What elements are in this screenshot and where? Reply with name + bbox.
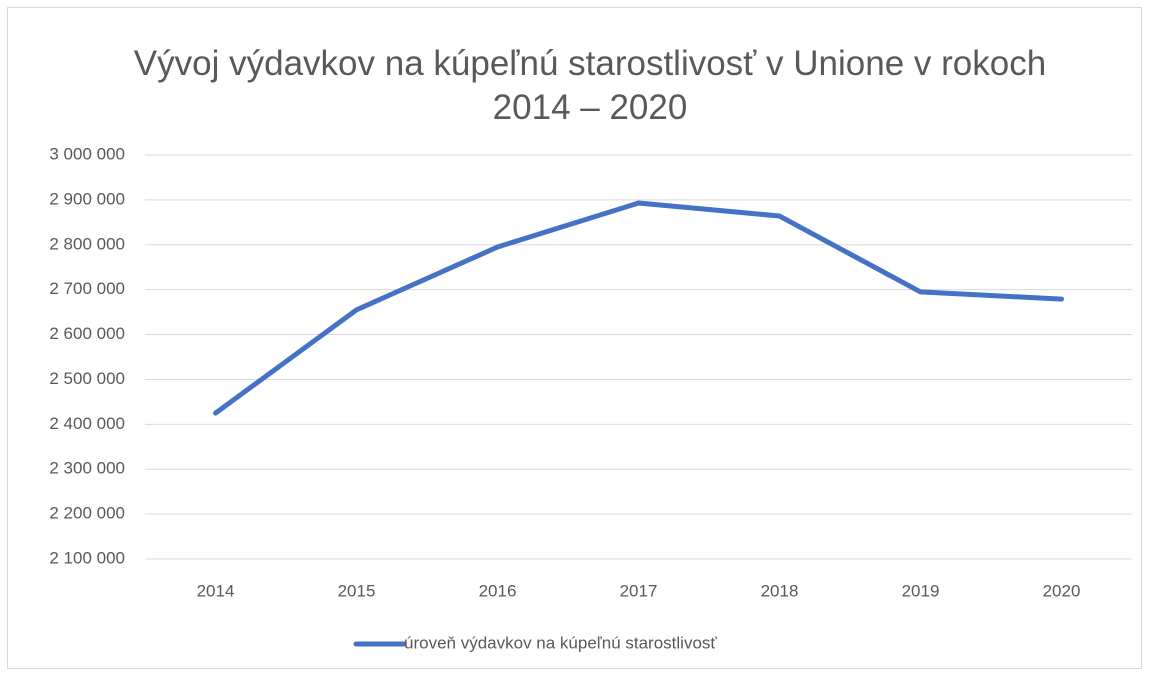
legend-label: úroveň výdavkov na kúpeľnú starostlivosť	[404, 633, 717, 652]
x-tick-label: 2019	[902, 581, 940, 600]
y-tick-label: 2 400 000	[49, 414, 125, 433]
x-tick-label: 2014	[197, 581, 235, 600]
y-tick-label: 3 000 000	[49, 144, 125, 163]
data-line	[213, 200, 1064, 416]
y-tick-label: 2 900 000	[49, 189, 125, 208]
y-tick-label: 2 700 000	[49, 279, 125, 298]
chart-title: Vývoj výdavkov na kúpeľnú starostlivosť …	[133, 44, 1047, 127]
x-tick-label: 2015	[338, 581, 376, 600]
x-tick-label: 2017	[620, 581, 658, 600]
y-tick-label: 2 200 000	[49, 504, 125, 523]
x-tick-label: 2016	[479, 581, 517, 600]
y-tick-label: 2 100 000	[49, 548, 125, 567]
x-tick-label: 2018	[761, 581, 799, 600]
chart-border	[7, 7, 1142, 669]
y-tick-label: 2 600 000	[49, 324, 125, 343]
y-tick-label: 2 500 000	[49, 369, 125, 388]
y-tick-label: 2 300 000	[49, 459, 125, 478]
x-tick-label: 2020	[1043, 581, 1081, 600]
y-tick-label: 2 800 000	[49, 234, 125, 253]
